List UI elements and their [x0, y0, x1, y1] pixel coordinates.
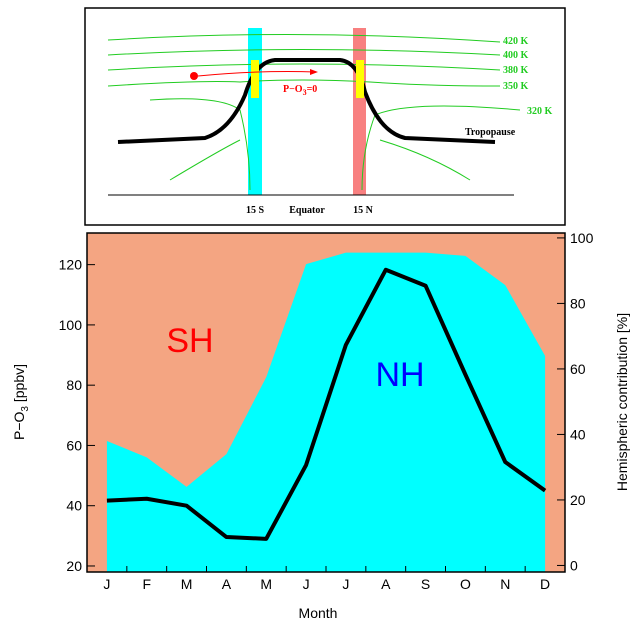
isentrope-label: 350 K — [503, 81, 529, 92]
isentrope-label: 400 K — [503, 50, 529, 61]
y-tick-label: 40 — [66, 498, 82, 514]
po3-line — [106, 267, 547, 541]
y-label-text: P−O — [11, 411, 27, 440]
mixing-north — [356, 60, 364, 98]
y-tick-label: 80 — [66, 377, 82, 393]
x-tick-label: F — [142, 576, 151, 592]
y-tick-label: 100 — [59, 317, 83, 333]
y-label-sub: 3 — [20, 406, 31, 412]
schematic: P−O3=0 420 K 400 K 380 K 350 K 320 K Tro… — [84, 7, 566, 226]
process-label: P−O3=0 — [283, 84, 317, 97]
x-tick-label: J — [342, 576, 349, 592]
x-tick-label: O — [460, 576, 471, 592]
x-tick-label: A — [381, 576, 391, 592]
x-tick-label: A — [222, 576, 232, 592]
isentrope — [107, 33, 501, 43]
y2-axis-label: Hemispheric contribution [%] — [614, 313, 630, 491]
latitude-label: 15 S — [246, 205, 265, 216]
y2-tick-label: 20 — [570, 492, 586, 508]
isentrope-label: 320 K — [527, 106, 553, 117]
tropopause-label: Tropopause — [465, 127, 516, 138]
region-label: SH — [166, 322, 213, 360]
transport-arrow — [197, 71, 317, 77]
y2-tick-label: 40 — [570, 426, 586, 442]
x-tick-label: J — [303, 576, 310, 592]
arrow-head — [310, 69, 318, 75]
x-tick-label: D — [540, 576, 550, 592]
isentrope — [361, 105, 521, 191]
band-south — [248, 28, 262, 195]
region-label: NH — [375, 356, 424, 394]
y2-tick-label: 0 — [570, 557, 578, 573]
process-text: P−O — [283, 84, 303, 95]
isentrope — [149, 98, 251, 191]
x-tick-label: M — [181, 576, 193, 592]
tropopause-line — [117, 58, 496, 144]
chart: SH NH 20 40 60 80 100 120 0 20 40 60 80 100 J F M A M J J A S O… — [59, 230, 594, 592]
isentrope — [107, 63, 501, 71]
x-axis-label: Month — [299, 605, 338, 621]
y2-tick-label: 100 — [570, 230, 594, 246]
process-rest: =0 — [307, 84, 318, 95]
isentrope-label: 380 K — [503, 65, 529, 76]
x-tick-label: M — [260, 576, 272, 592]
y-axis-label: P−O3 [ppbv] — [11, 364, 31, 440]
y2-tick-label: 80 — [570, 295, 586, 311]
y-tick-label: 120 — [59, 257, 83, 273]
isentrope — [379, 139, 471, 181]
mixing-south — [251, 60, 259, 98]
y-tick-label: 60 — [66, 437, 82, 453]
air-parcel — [190, 72, 198, 80]
y-label-rest: [ppbv] — [11, 364, 27, 406]
latitude-label: 15 N — [353, 205, 374, 216]
process-sub: 3 — [303, 88, 307, 97]
isentrope — [169, 139, 241, 181]
schematic-frame — [84, 7, 566, 226]
y-tick-label: 20 — [66, 558, 82, 574]
y2-tick-label: 60 — [570, 361, 586, 377]
isentrope-label: 420 K — [503, 36, 529, 47]
x-tick-label: S — [421, 576, 430, 592]
isentrope — [107, 79, 501, 87]
nh-area — [106, 252, 546, 573]
x-tick-label: N — [500, 576, 510, 592]
isentrope — [107, 49, 501, 56]
latitude-label: Equator — [289, 205, 325, 216]
x-tick-label: J — [103, 576, 110, 592]
band-north — [353, 28, 366, 195]
